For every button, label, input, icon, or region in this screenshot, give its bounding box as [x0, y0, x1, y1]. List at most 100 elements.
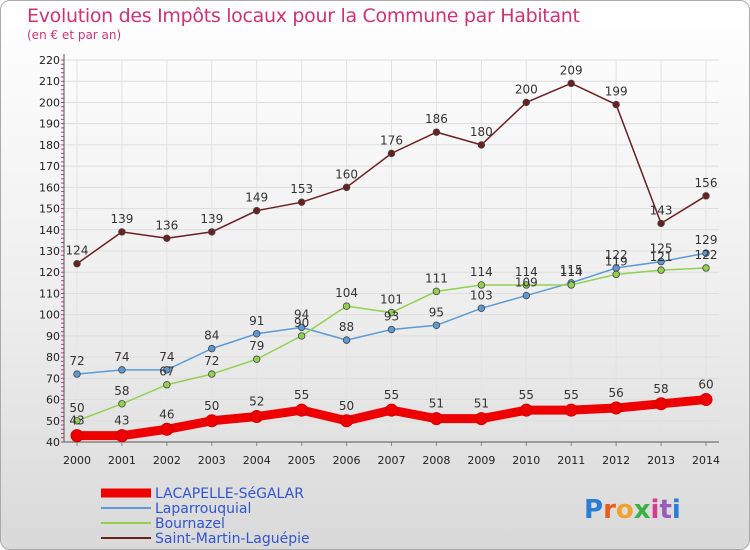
data-point-bournazel	[297, 332, 306, 340]
y-tick-label: 120	[39, 266, 60, 279]
data-point-lacapelle-s-galar	[564, 403, 578, 417]
data-label-lacapelle-s-galar: 43	[114, 414, 129, 428]
y-tick-label: 60	[46, 394, 60, 407]
logo-letter: x	[634, 495, 651, 525]
data-point-saint-martin-lagu-pie	[253, 206, 261, 215]
grid	[64, 59, 719, 443]
data-point-saint-martin-lagu-pie	[342, 183, 351, 192]
data-point-bournazel	[477, 281, 486, 289]
data-point-lacapelle-s-galar	[160, 422, 174, 436]
data-label-bournazel: 67	[159, 365, 174, 379]
data-point-laparrouquial	[118, 366, 126, 374]
data-label-laparrouquial: 95	[429, 305, 444, 319]
data-label-saint-martin-lagu-pie: 199	[605, 85, 628, 99]
data-point-saint-martin-lagu-pie	[387, 149, 396, 158]
y-tick-label: 150	[39, 203, 60, 216]
data-point-bournazel	[118, 400, 126, 408]
data-point-laparrouquial	[297, 323, 306, 332]
data-point-saint-martin-lagu-pie	[657, 219, 665, 228]
data-point-bournazel	[432, 287, 441, 296]
data-point-lacapelle-s-galar	[115, 429, 129, 443]
data-label-lacapelle-s-galar: 55	[519, 388, 534, 402]
data-point-laparrouquial	[522, 291, 530, 300]
axes: 40 50 60 70 80 90 100 110 120 130 140 150 160 170 180 1…	[39, 54, 720, 467]
legend-label-bournazel: Bournazel	[155, 516, 225, 532]
x-tick-label: 2007	[378, 454, 406, 467]
data-point-saint-martin-lagu-pie	[702, 192, 710, 200]
logo-letter: P	[584, 495, 603, 525]
data-label-saint-martin-lagu-pie: 153	[290, 182, 313, 196]
data-point-saint-martin-lagu-pie	[118, 228, 126, 236]
x-tick-label: 2003	[198, 454, 226, 467]
data-label-laparrouquial: 122	[605, 248, 628, 262]
y-tick-label: 40	[46, 436, 60, 449]
data-point-bournazel	[208, 370, 216, 378]
data-point-laparrouquial	[253, 330, 261, 338]
legend-label-lacapelle-s-galar: LACAPELLE-SéGALAR	[155, 486, 304, 502]
data-label-bournazel: 79	[249, 339, 264, 353]
data-label-lacapelle-s-galar: 50	[339, 399, 354, 413]
data-label-lacapelle-s-galar: 51	[474, 397, 489, 411]
data-label-saint-martin-lagu-pie: 160	[335, 167, 358, 181]
data-label-lacapelle-s-galar: 56	[609, 386, 624, 400]
logo-letter: r	[603, 495, 616, 525]
data-point-bournazel	[253, 355, 261, 363]
data-label-bournazel: 101	[380, 293, 403, 307]
data-label-saint-martin-lagu-pie: 139	[200, 212, 223, 226]
data-label-saint-martin-lagu-pie: 139	[110, 212, 133, 226]
data-label-lacapelle-s-galar: 55	[564, 388, 579, 402]
data-point-bournazel	[567, 281, 575, 289]
data-labels: 72 74 74 84 91 94 88 93 95 103 109 115 122 125 129 50 58…	[66, 63, 718, 427]
data-label-lacapelle-s-galar: 43	[69, 414, 84, 428]
data-point-saint-martin-lagu-pie	[297, 198, 306, 206]
y-tick-label: 190	[39, 118, 60, 131]
legend: LACAPELLE-SéGALARLaparrouquialBournazelS…	[101, 486, 310, 547]
data-label-saint-martin-lagu-pie: 149	[245, 191, 268, 205]
data-point-bournazel	[342, 302, 351, 310]
data-point-laparrouquial	[208, 344, 216, 353]
legend-label-laparrouquial: Laparrouquial	[155, 501, 251, 517]
data-point-lacapelle-s-galar	[250, 410, 264, 424]
data-label-saint-martin-lagu-pie: 209	[560, 63, 583, 77]
x-tick-label: 2013	[647, 454, 675, 467]
data-label-laparrouquial: 109	[515, 276, 538, 290]
x-tick-label: 2009	[467, 454, 495, 467]
data-point-bournazel	[387, 308, 396, 317]
y-tick-label: 90	[46, 330, 60, 343]
data-label-laparrouquial: 74	[159, 350, 174, 364]
data-label-lacapelle-s-galar: 52	[249, 395, 264, 409]
data-point-saint-martin-lagu-pie	[477, 141, 486, 149]
data-label-lacapelle-s-galar: 55	[384, 388, 399, 402]
logo-letter: t	[659, 495, 671, 525]
data-label-bournazel: 119	[605, 254, 628, 268]
y-tick-label: 180	[39, 139, 60, 152]
y-tick-label: 200	[39, 96, 60, 109]
data-label-laparrouquial: 115	[560, 263, 583, 277]
data-point-bournazel	[163, 381, 171, 389]
data-point-lacapelle-s-galar	[609, 401, 623, 415]
data-point-laparrouquial	[477, 304, 486, 312]
data-point-lacapelle-s-galar	[340, 414, 354, 428]
data-label-saint-martin-lagu-pie: 143	[650, 203, 673, 217]
data-point-laparrouquial	[387, 325, 396, 334]
data-point-laparrouquial	[73, 370, 81, 378]
y-tick-label: 160	[39, 181, 60, 194]
data-label-bournazel: 50	[69, 401, 84, 415]
data-label-laparrouquial: 72	[69, 354, 84, 368]
data-point-saint-martin-lagu-pie	[73, 260, 81, 268]
data-label-lacapelle-s-galar: 60	[698, 378, 713, 392]
data-point-laparrouquial	[432, 321, 441, 329]
data-label-laparrouquial: 94	[294, 307, 309, 321]
x-tick-label: 2014	[692, 454, 720, 467]
data-label-laparrouquial: 74	[114, 350, 129, 364]
data-label-lacapelle-s-galar: 51	[429, 397, 444, 411]
y-tick-label: 110	[39, 287, 60, 300]
data-point-laparrouquial	[657, 257, 665, 266]
data-label-saint-martin-lagu-pie: 136	[155, 218, 178, 232]
data-point-lacapelle-s-galar	[654, 397, 668, 411]
data-label-laparrouquial: 125	[650, 242, 673, 256]
data-point-laparrouquial	[702, 249, 710, 257]
x-tick-label: 2011	[557, 454, 585, 467]
data-point-lacapelle-s-galar	[699, 393, 713, 407]
